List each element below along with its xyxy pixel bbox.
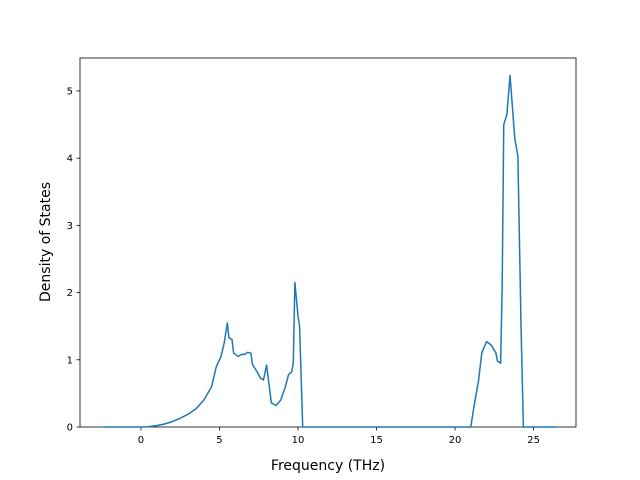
x-tick-label: 15 (370, 435, 383, 446)
x-tick-label: 10 (292, 435, 305, 446)
y-tick-label: 2 (67, 288, 73, 299)
x-tick-label: 25 (527, 435, 540, 446)
y-tick-label: 1 (67, 355, 73, 366)
x-tick-label: 5 (216, 435, 222, 446)
line-series (103, 74, 556, 428)
x-tick-label: 20 (449, 435, 462, 446)
y-tick-label: 5 (67, 86, 73, 97)
x-tick-label: 0 (138, 435, 144, 446)
x-axis-label: Frequency (THz) (271, 458, 385, 474)
axes-frame (79, 57, 577, 428)
y-tick-label: 4 (67, 154, 73, 165)
y-tick-label: 0 (67, 423, 73, 434)
y-tick-label: 3 (67, 221, 73, 232)
y-axis-label: Density of States (38, 182, 54, 302)
